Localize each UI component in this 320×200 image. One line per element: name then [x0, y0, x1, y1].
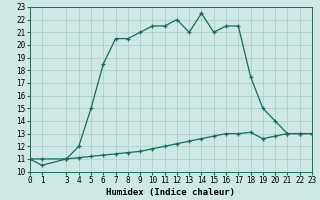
X-axis label: Humidex (Indice chaleur): Humidex (Indice chaleur) [106, 188, 235, 197]
